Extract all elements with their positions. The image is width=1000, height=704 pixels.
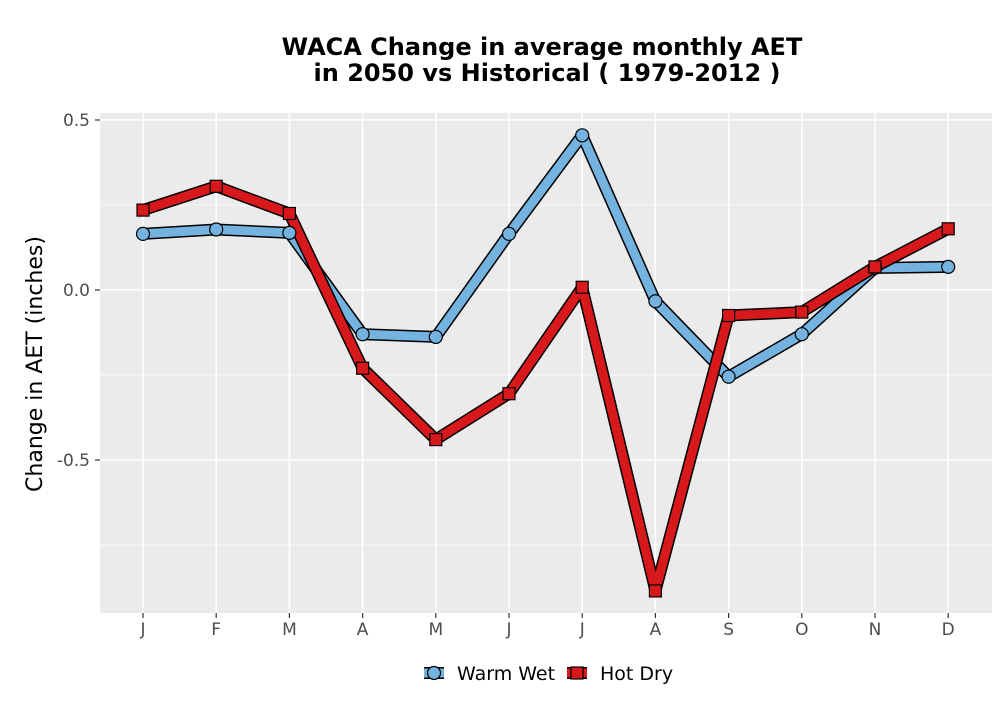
legend-label-1: Hot Dry: [600, 663, 673, 685]
x-tick-label-3: A: [357, 620, 369, 640]
series-0-point-4: [428, 329, 443, 345]
plot-area: 0.5 0.0 -0.5 J F M A M J J A S O N D: [57, 111, 992, 640]
legend-key-marker-0: [426, 665, 442, 681]
series-1-point-11: [941, 222, 955, 236]
x-tick-label-0: J: [139, 620, 145, 640]
legend-label-0: Warm Wet: [457, 663, 555, 685]
x-tick-label-10: N: [869, 620, 882, 640]
x-tick-label-9: O: [795, 620, 808, 640]
series-1-point-9: [795, 305, 809, 319]
y-tick-label-0: 0.5: [63, 111, 90, 131]
chart-title-line-2: in 2050 vs Historical ( 1979-2012 ): [314, 59, 781, 87]
y-axis-title: Change in AET (inches): [23, 236, 48, 492]
series-1-point-2: [282, 206, 296, 221]
series-1-point-7: [648, 584, 663, 598]
x-tick-label-7: A: [650, 620, 662, 640]
series-1-point-6: [575, 280, 589, 294]
legend: Warm Wet Hot Dry: [424, 663, 673, 685]
series-0-point-11: [941, 259, 956, 274]
series-1-point-0: [136, 203, 150, 217]
series-0-point-6: [575, 128, 590, 143]
series-0-point-2: [282, 225, 297, 240]
series-0-point-0: [135, 226, 151, 241]
series-1-point-8: [721, 308, 736, 323]
legend-key-marker-1: [570, 666, 584, 680]
series-1-point-5: [502, 387, 516, 401]
series-1-point-10: [868, 260, 882, 274]
chart-title-line-1: WACA Change in average monthly AET: [282, 33, 803, 61]
x-tick-label-4: M: [428, 620, 443, 640]
x-tick-label-5: J: [505, 620, 511, 640]
x-tick-label-11: D: [942, 620, 955, 640]
series-0-point-3: [355, 327, 370, 342]
series-line-0: [138, 130, 953, 382]
y-tick-label-1: 0.0: [63, 281, 90, 301]
series-0-point-1: [209, 222, 224, 237]
x-tick-label-8: S: [723, 620, 734, 640]
series-1-point-3: [356, 361, 370, 375]
x-tick-label-6: J: [579, 620, 585, 640]
y-tick-label-2: -0.5: [57, 451, 90, 471]
series-1-point-4: [429, 433, 443, 447]
series-0-point-9: [794, 327, 809, 342]
series-0-point-7: [648, 294, 663, 309]
series-0-point-5: [501, 226, 517, 241]
series-0-point-8: [721, 369, 736, 384]
x-tick-label-1: F: [211, 620, 221, 640]
x-tick-label-2: M: [282, 620, 297, 640]
series-line-1: [138, 181, 953, 596]
series-1-point-1: [209, 179, 223, 193]
